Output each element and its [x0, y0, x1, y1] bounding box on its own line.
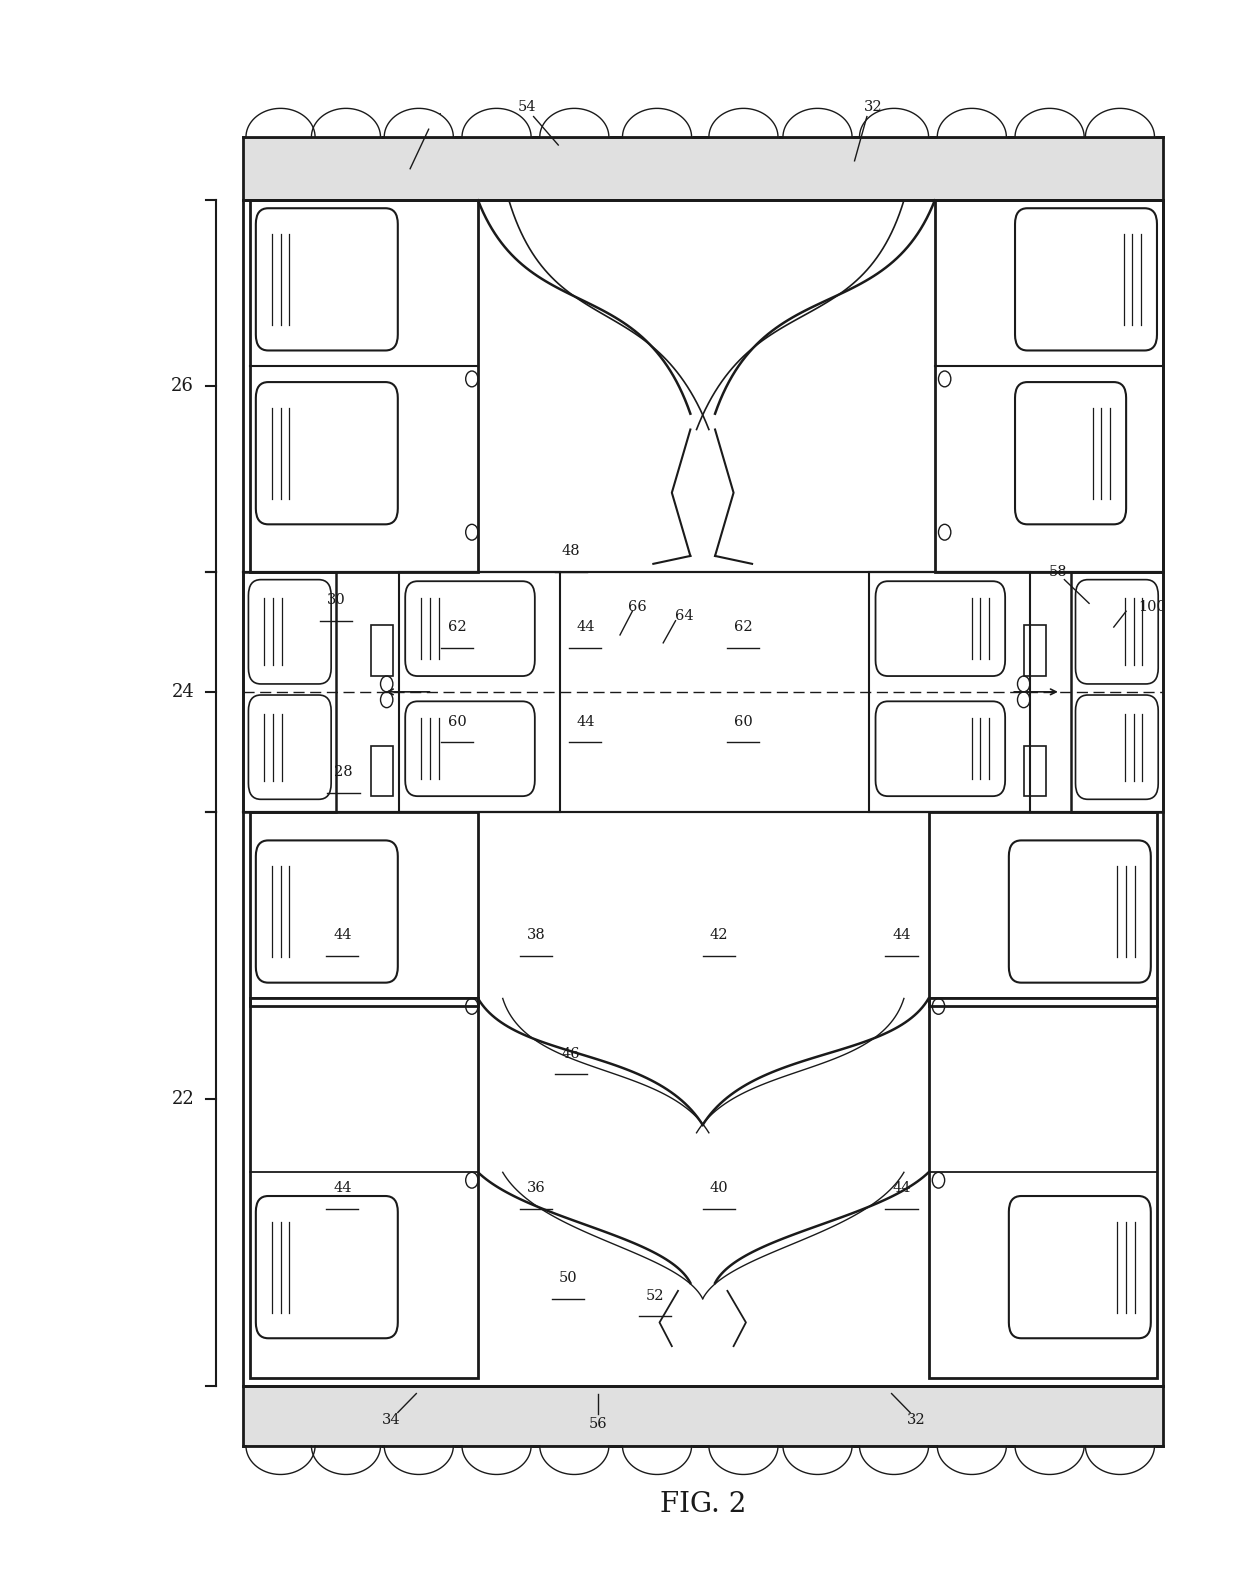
- Text: 64: 64: [675, 609, 693, 623]
- Text: 26: 26: [171, 377, 195, 395]
- Text: 30: 30: [326, 593, 346, 607]
- Text: 100: 100: [1138, 600, 1167, 614]
- Text: 52: 52: [645, 1288, 663, 1302]
- Text: 44: 44: [334, 1182, 351, 1196]
- Text: 24: 24: [171, 684, 195, 701]
- Text: 44: 44: [893, 928, 910, 942]
- Text: 22: 22: [171, 1090, 195, 1107]
- Bar: [935, 200, 1163, 571]
- Bar: [243, 571, 336, 812]
- Text: 44: 44: [577, 620, 595, 634]
- Text: 44: 44: [893, 1182, 910, 1196]
- Bar: [929, 812, 1157, 1007]
- Text: 62: 62: [448, 620, 466, 634]
- Text: 38: 38: [527, 928, 546, 942]
- Text: 56: 56: [589, 1416, 608, 1431]
- Text: 58: 58: [1049, 565, 1068, 579]
- Bar: [371, 745, 393, 796]
- Bar: [1024, 745, 1045, 796]
- Bar: [1024, 625, 1045, 676]
- Text: 32: 32: [906, 1413, 925, 1427]
- Text: 40: 40: [709, 1182, 728, 1196]
- Text: 62: 62: [734, 620, 753, 634]
- Bar: [249, 999, 479, 1378]
- Text: 28: 28: [334, 766, 353, 779]
- Text: 66: 66: [627, 600, 646, 614]
- Bar: [399, 571, 559, 812]
- Text: 34: 34: [425, 113, 444, 127]
- Bar: [1070, 571, 1163, 812]
- Bar: [249, 812, 479, 1007]
- Text: 60: 60: [734, 715, 753, 730]
- Text: 44: 44: [334, 928, 351, 942]
- Text: 34: 34: [382, 1413, 401, 1427]
- Text: 48: 48: [562, 544, 580, 558]
- Text: 54: 54: [518, 100, 537, 114]
- Bar: [243, 1386, 1163, 1446]
- Text: 50: 50: [559, 1272, 578, 1285]
- Bar: [869, 571, 1030, 812]
- Text: 32: 32: [864, 100, 883, 114]
- Text: FIG. 2: FIG. 2: [660, 1491, 746, 1518]
- Bar: [249, 200, 479, 571]
- Bar: [929, 999, 1157, 1378]
- Text: 42: 42: [709, 928, 728, 942]
- Text: 36: 36: [527, 1182, 546, 1196]
- Bar: [371, 625, 393, 676]
- Text: 46: 46: [562, 1047, 580, 1061]
- Bar: [243, 136, 1163, 200]
- Text: 60: 60: [448, 715, 466, 730]
- Text: 44: 44: [577, 715, 595, 730]
